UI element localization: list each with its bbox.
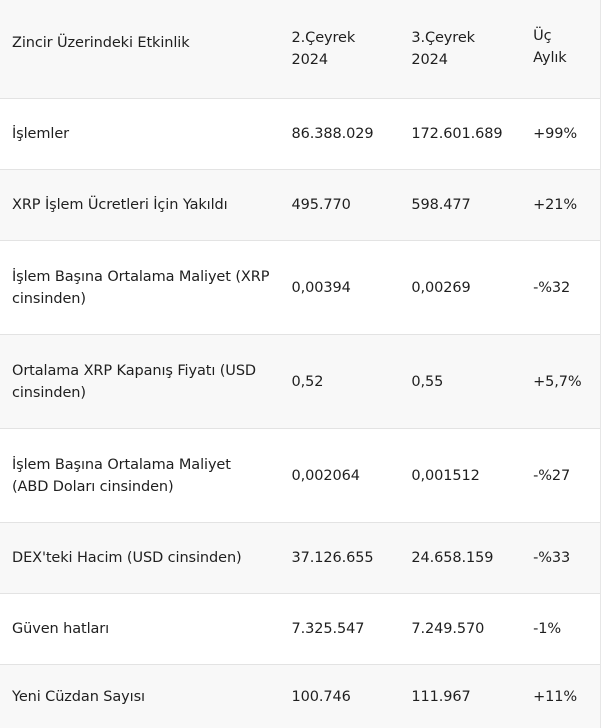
- header-q2-line2: 2024: [291, 52, 329, 68]
- header-activity: Zincir Üzerindeki Etkinlik: [0, 32, 280, 54]
- row-label: Ortalama XRP Kapanış Fiyatı (USD cinsind…: [0, 360, 280, 404]
- row-q3-value: 172.601.689: [411, 126, 503, 142]
- row-change-value: +5,7%: [533, 373, 582, 390]
- row-change-value: +11%: [533, 688, 578, 705]
- table-header-row: Zincir Üzerindeki Etkinlik 2.Çeyrek 2024…: [0, 0, 600, 99]
- row-q2-value: 100.746: [291, 688, 351, 705]
- row-change-value: -1%: [533, 621, 562, 637]
- table-row: XRP İşlem Ücretleri İçin Yakıldı 495.770…: [0, 170, 600, 241]
- row-label: İşlem Başına Ortalama Maliyet (XRP cinsi…: [0, 266, 280, 310]
- row-change-value: -%27: [533, 467, 571, 484]
- row-q3-value: 598.477: [411, 197, 471, 213]
- table-row: Ortalama XRP Kapanış Fiyatı (USD cinsind…: [0, 335, 600, 429]
- row-change-value: -%33: [533, 550, 571, 566]
- row-q3-value: 0,55: [411, 373, 444, 390]
- header-change-line2: Aylık: [533, 50, 567, 66]
- row-q3-value: 0,001512: [411, 467, 480, 484]
- row-label-line2: cinsinden): [12, 290, 86, 307]
- header-q3-line1: 3.Çeyrek: [411, 30, 475, 46]
- row-q2-value: 0,52: [291, 373, 324, 390]
- row-label-line1: Ortalama XRP Kapanış Fiyatı (USD: [12, 362, 256, 379]
- table-row: İşlem Başına Ortalama Maliyet (XRP cinsi…: [0, 241, 600, 335]
- header-activity-label: Zincir Üzerindeki Etkinlik: [12, 35, 190, 51]
- header-q2-2024: 2.Çeyrek 2024: [280, 27, 401, 71]
- row-change-value: +21%: [533, 197, 578, 213]
- header-q3-line2: 2024: [411, 52, 448, 68]
- row-label-line2: cinsinden): [12, 384, 86, 401]
- row-label: XRP İşlem Ücretleri İçin Yakıldı: [12, 197, 228, 213]
- table-row: Yeni Cüzdan Sayısı 100.746 111.967 +11%: [0, 665, 600, 728]
- header-quarterly-change: Üç Aylık: [521, 25, 600, 69]
- table-row: İşlemler 86.388.029 172.601.689 +99%: [0, 99, 600, 170]
- row-change-value: +99%: [533, 126, 578, 142]
- row-label-line2: (ABD Doları cinsinden): [12, 478, 174, 495]
- row-label: Yeni Cüzdan Sayısı: [12, 688, 145, 705]
- row-q3-value: 7.249.570: [411, 621, 485, 637]
- row-q3-value: 111.967: [411, 688, 471, 705]
- row-q3-value: 24.658.159: [411, 550, 494, 566]
- row-q2-value: 0,002064: [291, 467, 360, 484]
- table-row: DEX'teki Hacim (USD cinsinden) 37.126.65…: [0, 523, 600, 594]
- header-q3-2024: 3.Çeyrek 2024: [400, 27, 521, 71]
- row-label-line1: İşlem Başına Ortalama Maliyet (XRP: [12, 268, 270, 285]
- row-q2-value: 495.770: [291, 197, 351, 213]
- row-q2-value: 0,00394: [291, 279, 351, 296]
- header-change-line1: Üç: [533, 28, 552, 44]
- row-label: Güven hatları: [12, 621, 110, 637]
- table-row: Güven hatları 7.325.547 7.249.570 -1%: [0, 594, 600, 665]
- row-label: İşlem Başına Ortalama Maliyet (ABD Dolar…: [0, 454, 280, 498]
- table-row: İşlem Başına Ortalama Maliyet (ABD Dolar…: [0, 429, 600, 523]
- row-label-line1: İşlem Başına Ortalama Maliyet: [12, 456, 231, 473]
- row-q2-value: 7.325.547: [291, 621, 365, 637]
- row-label: DEX'teki Hacim (USD cinsinden): [12, 550, 242, 566]
- row-q3-value: 0,00269: [411, 279, 471, 296]
- row-q2-value: 37.126.655: [291, 550, 374, 566]
- header-q2-line1: 2.Çeyrek: [291, 30, 356, 46]
- row-change-value: -%32: [533, 279, 571, 296]
- row-q2-value: 86.388.029: [291, 126, 374, 142]
- row-label: İşlemler: [12, 126, 70, 142]
